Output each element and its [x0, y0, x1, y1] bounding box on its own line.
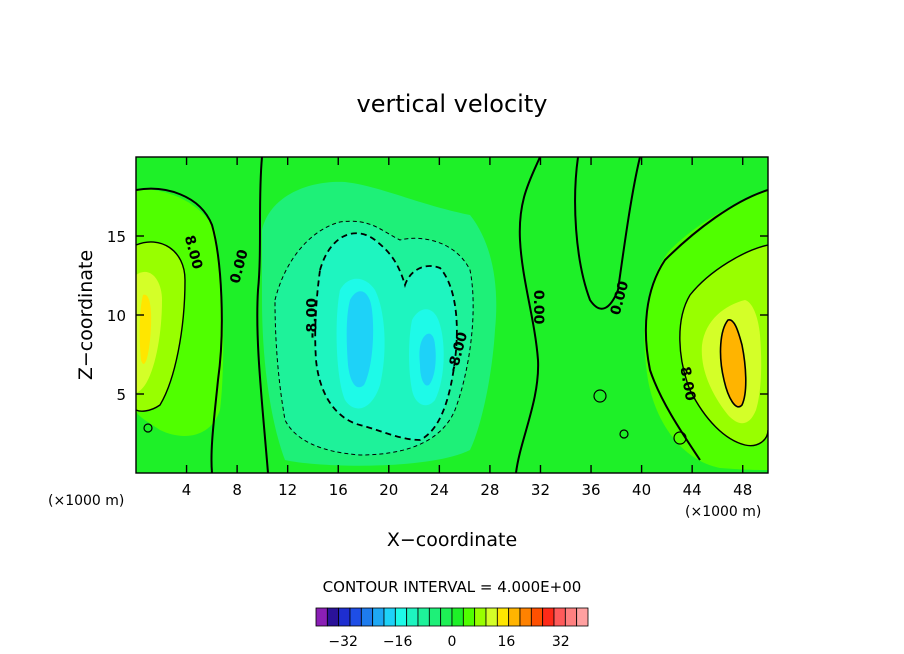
- colorbar-swatch: [338, 607, 351, 627]
- y-tick-label: 10: [107, 307, 126, 325]
- x-tick-label: 20: [379, 481, 398, 499]
- small-closed-contour-2: [619, 429, 629, 439]
- contour-field: [136, 157, 768, 473]
- colorbar-swatch: [553, 607, 566, 627]
- colorbar-swatch: [474, 607, 487, 627]
- y-tick-label: 15: [107, 228, 126, 246]
- colorbar-swatch: [372, 607, 385, 627]
- colorbar-swatch: [451, 607, 464, 627]
- y-axis-ticks: 5 10 15: [107, 228, 768, 404]
- colorbar-swatch: [428, 607, 442, 627]
- x-tick-label: 12: [278, 481, 297, 499]
- colorbar-swatch: [542, 607, 555, 627]
- colorbar: [315, 607, 589, 627]
- colorbar-tick-labels: −32 −16 0 16 32: [328, 634, 569, 650]
- x-tick-label: 24: [430, 481, 449, 499]
- x-tick-label: 16: [329, 481, 348, 499]
- small-closed-contour-3: [673, 431, 687, 445]
- x-tick-label: 36: [581, 481, 600, 499]
- x-tick-label: 8: [232, 481, 242, 499]
- y-tick-label: 5: [116, 386, 126, 404]
- colorbar-swatch: [485, 607, 498, 627]
- contour-interval-text: CONTOUR INTERVAL = 4.000E+00: [323, 578, 582, 596]
- colorbar-swatch: [383, 607, 396, 627]
- x-tick-label: 48: [733, 481, 752, 499]
- region-center-min-core-a: [346, 291, 374, 388]
- colorbar-tick-label: −16: [383, 634, 413, 650]
- contour-label: 0.00: [530, 290, 546, 325]
- small-closed-contour-1: [593, 389, 607, 403]
- colorbar-tick-label: 0: [448, 634, 457, 650]
- zero-contour-right: [644, 189, 768, 461]
- colorbar-tick-label: −32: [328, 634, 358, 650]
- x-tick-label: 32: [531, 481, 550, 499]
- colorbar-swatch: [530, 607, 544, 627]
- colorbar-swatch: [564, 607, 578, 627]
- x-axis-label: X−coordinate: [387, 529, 517, 551]
- chart-title: vertical velocity: [357, 90, 548, 118]
- y-axis-label: Z−coordinate: [75, 250, 97, 380]
- colorbar-swatch: [315, 607, 328, 627]
- region-right-max-core: [720, 319, 746, 407]
- sixteen-contour-right: [719, 319, 747, 408]
- colorbar-swatch: [462, 607, 476, 627]
- colorbar-swatch: [360, 607, 374, 627]
- small-closed-contour-4: [143, 423, 153, 433]
- colorbar-swatch: [519, 607, 532, 627]
- x-tick-label: 40: [632, 481, 651, 499]
- colorbar-swatch: [496, 607, 510, 627]
- x-unit-left: (×1000 m): [48, 493, 124, 509]
- x-unit-right: (×1000 m): [685, 504, 761, 520]
- contour-label: 8.00: [676, 365, 698, 402]
- zero-contour-left: [256, 157, 269, 473]
- zero-contour-mid: [515, 157, 541, 473]
- colorbar-swatch: [576, 607, 589, 627]
- x-tick-label: 44: [683, 481, 702, 499]
- contour-lines: [136, 157, 768, 473]
- eight-contour-left: [136, 241, 186, 412]
- region-center-min-core-b: [419, 333, 436, 386]
- colorbar-swatch: [508, 607, 521, 627]
- colorbar-tick-label: 32: [552, 634, 570, 650]
- contour-label: -8.00: [305, 298, 321, 339]
- region-left-max-core: [139, 294, 152, 364]
- neg-four-contour: [274, 220, 474, 456]
- zero-contour-left-max: [136, 187, 223, 473]
- zero-contour-mid2: [574, 157, 641, 310]
- colorbar-swatch: [406, 607, 419, 627]
- eight-contour-right: [679, 244, 768, 447]
- x-axis-ticks: 4 8 12 16 20 24 28 32 36 40 44 48: [182, 157, 752, 499]
- colorbar-tick-label: 16: [497, 634, 515, 650]
- colorbar-swatch: [417, 607, 430, 627]
- colorbar-swatch: [349, 607, 362, 627]
- x-tick-label: 4: [182, 481, 192, 499]
- neg-eight-contour: [314, 232, 458, 441]
- colorbar-swatch: [394, 607, 408, 627]
- x-tick-label: 28: [480, 481, 499, 499]
- colorbar-swatch: [440, 607, 453, 627]
- colorbar-swatch: [326, 607, 340, 627]
